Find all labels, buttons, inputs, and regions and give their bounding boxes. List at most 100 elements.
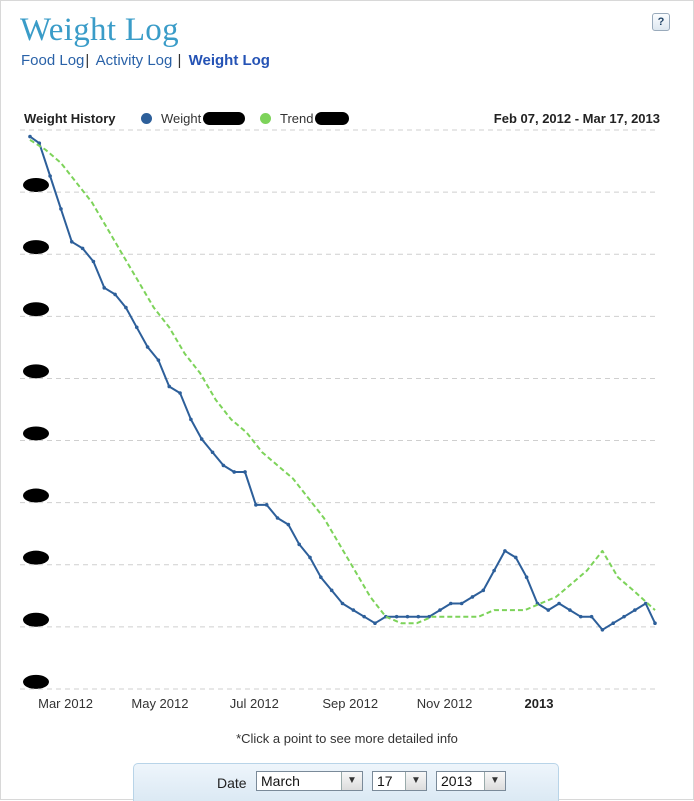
- data-point[interactable]: [362, 614, 366, 619]
- data-point[interactable]: [557, 601, 561, 606]
- x-tick-label: Mar 2012: [38, 696, 93, 711]
- data-point[interactable]: [124, 305, 128, 310]
- data-point[interactable]: [492, 568, 496, 573]
- weight-chart[interactable]: Mar 2012 May 2012 Jul 2012 Sep 2012 Nov 2012…: [0, 125, 694, 725]
- data-point[interactable]: [210, 450, 215, 455]
- data-point[interactable]: [48, 174, 52, 178]
- date-picker-panel: Date March ▼ 17 ▼ 2013 ▼: [133, 763, 559, 801]
- data-point[interactable]: [145, 345, 150, 349]
- sub-navigation: Food Log| Activity Log | Weight Log: [21, 52, 270, 69]
- date-label: Date: [217, 775, 247, 791]
- data-point[interactable]: [275, 516, 280, 520]
- data-point[interactable]: [513, 555, 518, 560]
- data-point[interactable]: [221, 463, 226, 468]
- page-title: Weight Log: [20, 12, 179, 48]
- data-point[interactable]: [28, 134, 32, 139]
- data-point[interactable]: [394, 614, 399, 619]
- chart-legend: Weight History Weight Trend Feb 07, 2012…: [24, 110, 664, 130]
- data-point[interactable]: [373, 621, 377, 626]
- data-point[interactable]: [69, 240, 74, 244]
- data-point[interactable]: [524, 575, 529, 579]
- redacted-y-tick: [23, 240, 49, 255]
- year-select[interactable]: 2013 ▼: [436, 771, 506, 791]
- data-point[interactable]: [351, 608, 356, 612]
- redacted-y-tick: [23, 364, 49, 379]
- day-select[interactable]: 17 ▼: [372, 771, 427, 791]
- year-value: 2013: [441, 773, 473, 789]
- data-point[interactable]: [91, 259, 96, 264]
- data-point[interactable]: [243, 470, 247, 474]
- date-range: Feb 07, 2012 - Mar 17, 2013: [493, 111, 660, 126]
- data-point[interactable]: [113, 292, 117, 297]
- trend-dot-icon: [260, 113, 271, 124]
- data-point[interactable]: [546, 608, 551, 612]
- chart-title: Weight History: [24, 111, 116, 126]
- data-point[interactable]: [448, 601, 453, 606]
- legend-item-weight[interactable]: Weight: [141, 111, 246, 126]
- legend-label-weight: Weight: [161, 111, 202, 126]
- data-point[interactable]: [80, 246, 85, 251]
- data-point[interactable]: [189, 417, 193, 422]
- data-point[interactable]: [459, 601, 464, 606]
- help-icon[interactable]: ?: [652, 13, 670, 31]
- data-point[interactable]: [199, 437, 204, 441]
- nav-link-weight-log[interactable]: Weight Log: [188, 52, 270, 69]
- data-point[interactable]: [633, 608, 637, 612]
- day-value: 17: [377, 773, 393, 789]
- chevron-down-icon: ▼: [484, 772, 505, 790]
- data-point[interactable]: [653, 621, 657, 626]
- data-point[interactable]: [643, 601, 648, 606]
- nav-link-activity-log[interactable]: Activity Log: [95, 52, 173, 69]
- data-point[interactable]: [286, 522, 291, 527]
- data-point[interactable]: [254, 503, 258, 507]
- data-point[interactable]: [578, 614, 583, 619]
- chevron-down-icon: ▼: [341, 772, 362, 790]
- x-tick-label: 2013: [525, 696, 554, 711]
- data-point[interactable]: [611, 621, 616, 626]
- data-point[interactable]: [308, 555, 312, 560]
- redacted-y-tick: [23, 550, 49, 565]
- data-point[interactable]: [134, 325, 139, 330]
- data-point[interactable]: [329, 588, 334, 593]
- weight-dot-icon: [141, 113, 152, 124]
- data-point[interactable]: [59, 207, 63, 211]
- data-point[interactable]: [340, 601, 345, 606]
- data-point[interactable]: [167, 384, 172, 389]
- data-point[interactable]: [319, 575, 323, 579]
- data-point[interactable]: [102, 286, 107, 290]
- redacted-y-tick: [23, 302, 49, 317]
- data-point[interactable]: [589, 614, 594, 619]
- data-point[interactable]: [405, 614, 410, 619]
- legend-item-trend[interactable]: Trend: [260, 111, 350, 126]
- data-point[interactable]: [416, 614, 421, 619]
- x-tick-label: Jul 2012: [230, 696, 279, 711]
- data-point[interactable]: [156, 358, 161, 362]
- data-point[interactable]: [600, 628, 605, 632]
- data-point[interactable]: [232, 470, 237, 474]
- data-point[interactable]: [503, 549, 507, 553]
- nav-separator: |: [177, 52, 182, 69]
- data-point[interactable]: [297, 542, 301, 547]
- series-line-weight: [29, 135, 656, 631]
- redacted-y-tick: [23, 426, 49, 441]
- nav-link-food-log[interactable]: Food Log: [21, 52, 85, 69]
- series-line-trend: [29, 139, 656, 625]
- data-point[interactable]: [438, 608, 442, 612]
- month-value: March: [261, 773, 300, 789]
- nav-separator: |: [85, 52, 90, 69]
- x-tick-label: Sep 2012: [322, 696, 378, 711]
- month-select[interactable]: March ▼: [256, 771, 363, 791]
- data-point[interactable]: [481, 588, 486, 593]
- redacted-y-tick: [23, 178, 49, 192]
- data-point[interactable]: [178, 391, 182, 395]
- data-point[interactable]: [568, 608, 572, 612]
- data-point[interactable]: [470, 595, 475, 599]
- redacted-y-tick: [23, 674, 49, 689]
- redacted-y-tick: [23, 488, 49, 503]
- data-point[interactable]: [264, 503, 269, 507]
- legend-label-trend: Trend: [280, 111, 314, 126]
- redacted-mark: [203, 112, 246, 125]
- x-tick-label: Nov 2012: [417, 696, 473, 711]
- x-tick-label: May 2012: [131, 696, 188, 711]
- data-point[interactable]: [622, 614, 626, 619]
